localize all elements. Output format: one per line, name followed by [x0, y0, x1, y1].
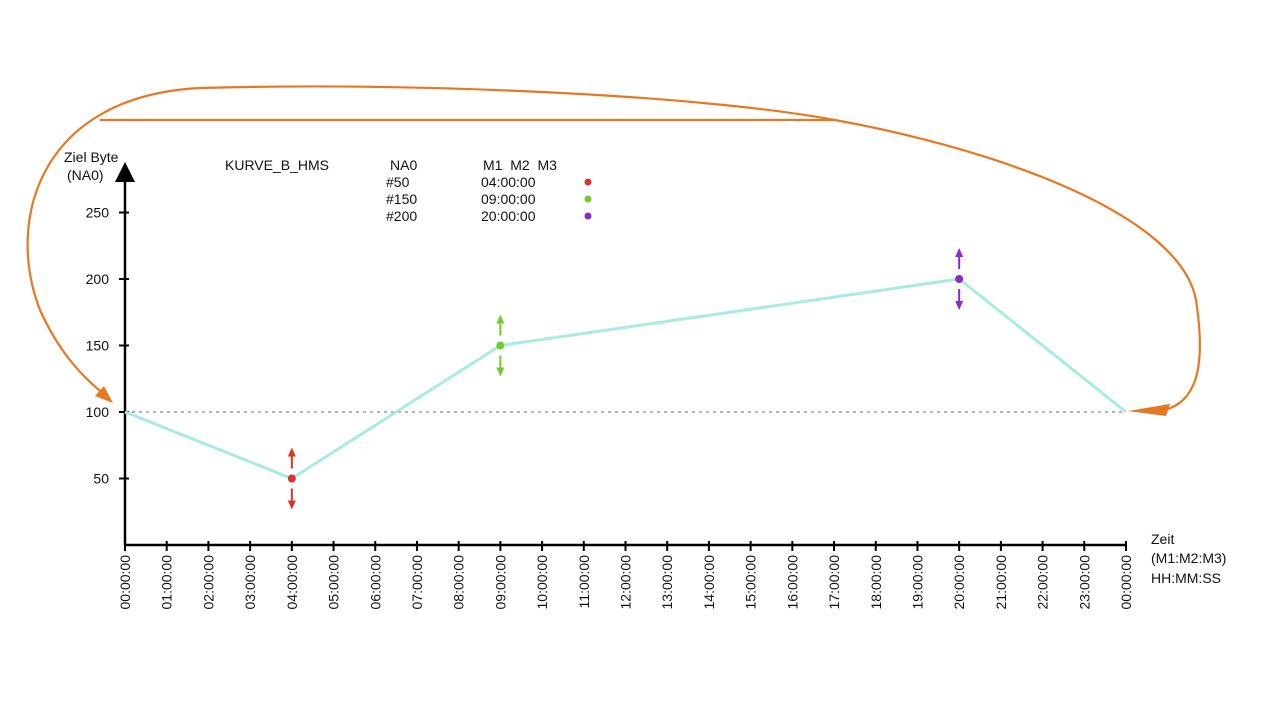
x-axis-label-line1: Zeit: [1151, 531, 1174, 547]
y-tick-label: 100: [86, 404, 110, 420]
x-tick-label: 19:00:00: [909, 555, 925, 610]
legend-row-value: #200: [386, 208, 417, 224]
legend-row: #150 09:00:00: [386, 191, 592, 207]
x-tick-label: 10:00:00: [534, 555, 550, 610]
x-tick-label: 17:00:00: [826, 555, 842, 610]
legend-row-dot: [584, 195, 592, 203]
legend-row-value: #50: [386, 174, 410, 190]
down-arrow-head: [287, 500, 296, 510]
legend-header-value: NA0: [390, 157, 417, 173]
legend-row-dot: [584, 212, 592, 220]
x-tick-label: 01:00:00: [159, 555, 175, 610]
legend-row-value: #150: [386, 191, 417, 207]
wrap-arrow-right-curve: [834, 118, 1201, 412]
x-axis-label-line2: (M1:M2:M3): [1151, 550, 1226, 566]
x-tick-label: 05:00:00: [326, 555, 342, 610]
x-tick-label: 02:00:00: [200, 555, 216, 610]
down-arrow-head: [955, 301, 964, 310]
x-tick-label: 00:00:00: [117, 555, 133, 610]
x-tick-label: 04:00:00: [284, 555, 300, 610]
wrap-arrow-right-head: [1128, 404, 1170, 416]
y-tick-label: 50: [93, 471, 109, 487]
y-tick-label: 200: [86, 271, 110, 287]
x-tick-label: 09:00:00: [492, 555, 508, 610]
x-tick-label: 23:00:00: [1076, 555, 1092, 610]
x-tick-label: 00:00:00: [1118, 555, 1134, 610]
wrap-arrow-left-head: [95, 386, 113, 403]
x-tick-label: 08:00:00: [451, 555, 467, 610]
legend-row-time: 20:00:00: [481, 208, 536, 224]
legend-row-time: 04:00:00: [481, 174, 536, 190]
data-point: [287, 447, 296, 510]
legend-row: #200 20:00:00: [386, 208, 592, 224]
legend-row-time: 09:00:00: [481, 191, 536, 207]
x-axis-ticks: 00:00:00 01:00:00 02:00:00 03:00:00 04:00:00…: [117, 541, 1134, 610]
x-tick-label: 07:00:00: [409, 555, 425, 610]
x-tick-label: 11:00:00: [576, 555, 592, 609]
down-arrow-head: [496, 367, 505, 377]
legend-title: KURVE_B_HMS: [225, 157, 329, 173]
y-tick-label: 150: [86, 338, 110, 354]
legend: KURVE_B_HMS NA0 M1 M2 M3 #50 04:00:00#150…: [225, 157, 592, 224]
y-tick-label: 250: [86, 205, 110, 221]
data-point: [496, 314, 505, 377]
up-arrow-head: [496, 314, 505, 324]
x-tick-label: 15:00:00: [743, 555, 759, 610]
data-point-dot: [955, 275, 964, 283]
x-tick-label: 21:00:00: [993, 555, 1009, 610]
x-tick-label: 12:00:00: [618, 555, 634, 610]
data-point: [955, 248, 964, 310]
series-line: [124, 277, 1127, 480]
y-axis-ticks: 50 100 150 200 250: [86, 205, 129, 487]
wrap-arrow-left-curve: [26, 85, 836, 396]
x-tick-label: 14:00:00: [701, 555, 717, 610]
x-axis-label-line3: HH:MM:SS: [1151, 570, 1221, 586]
legend-row: #50 04:00:00: [386, 174, 592, 190]
x-tick-label: 03:00:00: [242, 555, 258, 610]
wrap-around-arrow: [26, 85, 1201, 416]
data-point-dot: [496, 341, 505, 350]
x-tick-label: 18:00:00: [868, 555, 884, 610]
legend-header-time: M1 M2 M3: [483, 157, 557, 173]
data-point-dot: [287, 474, 296, 483]
x-tick-label: 22:00:00: [1035, 555, 1051, 610]
x-tick-label: 20:00:00: [951, 555, 967, 610]
x-tick-label: 16:00:00: [784, 555, 800, 610]
up-arrow-head: [955, 248, 964, 257]
data-markers: [287, 248, 964, 510]
x-tick-label: 13:00:00: [659, 555, 675, 610]
y-axis-label-line2: (NA0): [67, 167, 104, 183]
x-tick-label: 06:00:00: [367, 555, 383, 610]
up-arrow-head: [287, 447, 296, 457]
legend-row-dot: [584, 178, 592, 186]
y-axis-label-line1: Ziel Byte: [64, 149, 119, 165]
